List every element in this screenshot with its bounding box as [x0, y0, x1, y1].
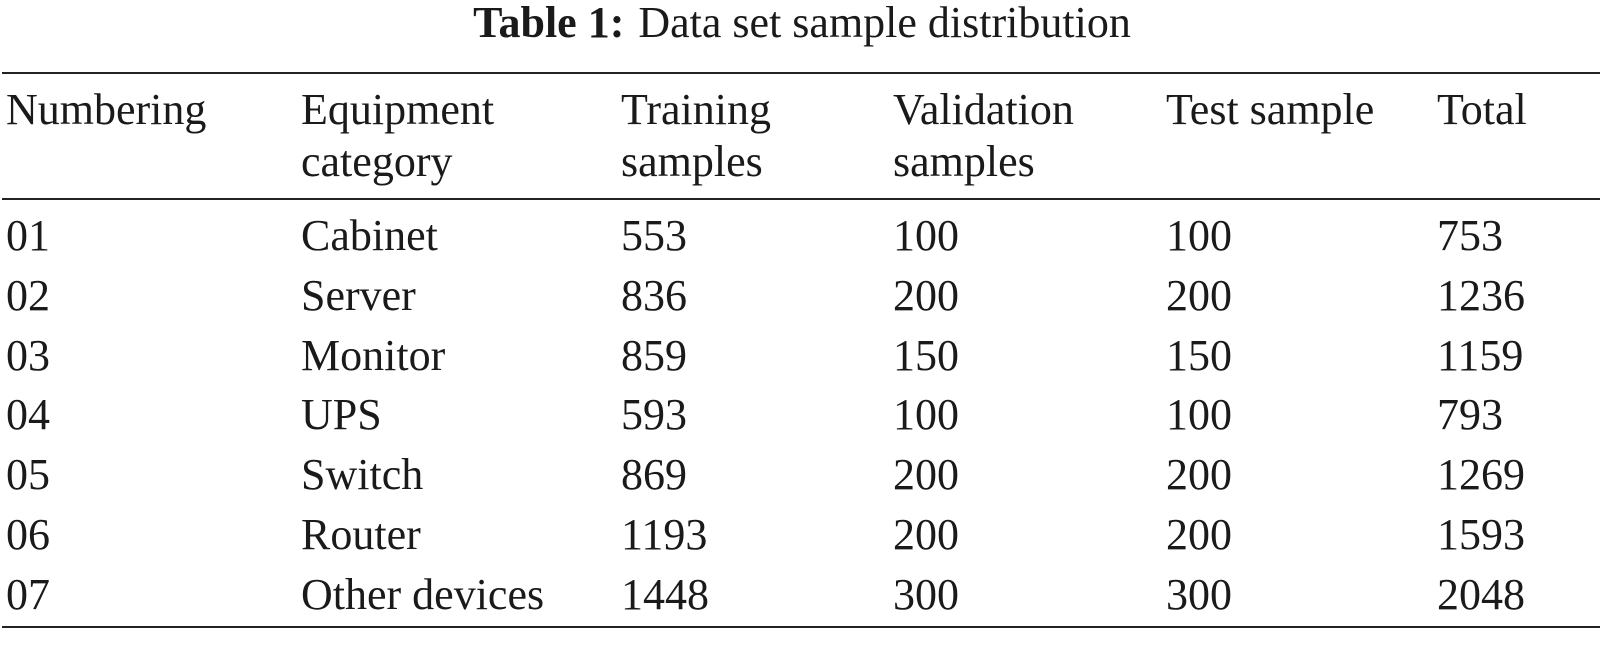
cell-total: 2048 [1437, 570, 1525, 619]
cell-total: 753 [1437, 211, 1503, 260]
cell-total: 1593 [1437, 510, 1525, 559]
cell-test-sample: 300 [1166, 570, 1232, 619]
cell-equipment-category: Server [301, 271, 416, 320]
cell-training-samples: 859 [621, 331, 687, 380]
cell-validation-samples: 200 [893, 450, 959, 499]
cell-test-sample: 100 [1166, 390, 1232, 439]
column-header-equipment-category: Equipment category [301, 85, 495, 186]
cell-total: 1159 [1437, 331, 1524, 380]
cell-training-samples: 1448 [621, 570, 709, 619]
table-top-rule [2, 72, 1600, 74]
table-title: Data set sample distribution [638, 0, 1131, 47]
cell-total: 793 [1437, 390, 1503, 439]
cell-equipment-category: Switch [301, 450, 424, 499]
cell-total: 1269 [1437, 450, 1525, 499]
column-header-test-sample: Test sample [1166, 85, 1375, 134]
table-bottom-rule [2, 626, 1600, 628]
cell-validation-samples: 200 [893, 271, 959, 320]
cell-validation-samples: 100 [893, 211, 959, 260]
cell-training-samples: 836 [621, 271, 687, 320]
cell-numbering: 06 [6, 510, 50, 559]
cell-validation-samples: 100 [893, 390, 959, 439]
cell-validation-samples: 300 [893, 570, 959, 619]
cell-equipment-category: Cabinet [301, 211, 438, 260]
column-header-training-samples: Training samples [621, 85, 771, 186]
cell-test-sample: 200 [1166, 271, 1232, 320]
column-header-total: Total [1437, 85, 1527, 134]
column-header-numbering: Numbering [6, 85, 207, 134]
table-number-label: Table 1: [473, 0, 625, 47]
cell-numbering: 03 [6, 331, 50, 380]
cell-test-sample: 150 [1166, 331, 1232, 380]
column-header-validation-samples: Validation samples [893, 85, 1074, 186]
cell-training-samples: 553 [621, 211, 687, 260]
cell-validation-samples: 150 [893, 331, 959, 380]
cell-equipment-category: Router [301, 510, 421, 559]
cell-validation-samples: 200 [893, 510, 959, 559]
cell-test-sample: 100 [1166, 211, 1232, 260]
cell-numbering: 05 [6, 450, 50, 499]
cell-numbering: 02 [6, 271, 50, 320]
table-header-rule [2, 198, 1600, 200]
cell-equipment-category: UPS [301, 390, 382, 439]
cell-test-sample: 200 [1166, 450, 1232, 499]
cell-training-samples: 1193 [621, 510, 708, 559]
cell-equipment-category: Other devices [301, 570, 545, 619]
cell-equipment-category: Monitor [301, 331, 446, 380]
cell-numbering: 04 [6, 390, 50, 439]
cell-numbering: 01 [6, 211, 50, 260]
table-caption: Table 1: Data set sample distribution [0, 0, 1604, 46]
cell-test-sample: 200 [1166, 510, 1232, 559]
cell-training-samples: 869 [621, 450, 687, 499]
cell-numbering: 07 [6, 570, 50, 619]
cell-training-samples: 593 [621, 390, 687, 439]
cell-total: 1236 [1437, 271, 1525, 320]
